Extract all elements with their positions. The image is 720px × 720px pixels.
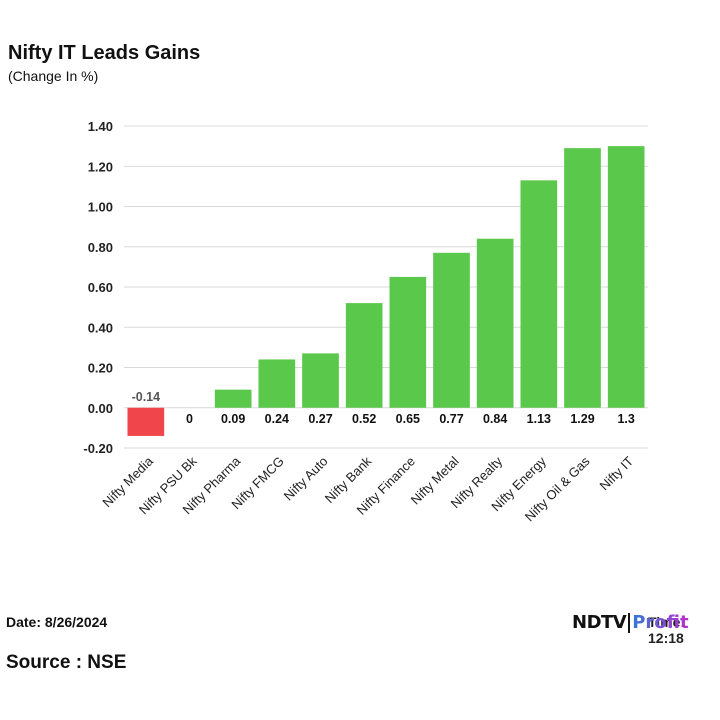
y-tick-label: -0.20 (83, 441, 113, 456)
bars (127, 146, 645, 436)
y-tick-label: 1.20 (88, 159, 113, 174)
y-axis-ticks: 1.40 1.20 1.00 0.80 0.60 0.40 0.20 0.00 -0.20 (83, 119, 113, 456)
y-tick-label: 0.80 (88, 240, 113, 255)
data-label: 0.24 (265, 412, 289, 426)
data-label: 0.27 (308, 412, 332, 426)
data-label: -0.14 (132, 390, 161, 404)
data-label: 1.13 (527, 412, 551, 426)
ndtv-profit-logo: NDTV Profit (572, 612, 689, 633)
y-tick-label: 0.00 (88, 401, 113, 416)
source-label: Source : NSE (6, 652, 127, 673)
data-label: 0.84 (483, 412, 507, 426)
y-tick-label: 0.40 (88, 320, 113, 335)
data-label: 0.52 (352, 412, 376, 426)
y-tick-label: 0.60 (88, 280, 113, 295)
bar-nifty-fmcg (258, 359, 296, 408)
chart-subtitle: (Change In %) (8, 68, 99, 84)
bar-nifty-energy (520, 180, 558, 408)
logo-profit-text: Profit (632, 612, 689, 633)
bar-nifty-finance (389, 276, 427, 408)
y-tick-label: 1.40 (88, 119, 113, 134)
bar-nifty-bank (345, 303, 383, 408)
bar-chart: 1.40 1.20 1.00 0.80 0.60 0.40 0.20 0.00 -0.20 -0… (83, 119, 648, 524)
bar-nifty-realty (476, 238, 514, 408)
data-label: 1.29 (570, 412, 594, 426)
bar-nifty-metal (433, 252, 470, 408)
bar-nifty-it (607, 146, 645, 408)
bar-nifty-pharma (214, 389, 252, 408)
time-label: Time: 12:18 (648, 614, 685, 646)
bar-nifty-auto (302, 353, 339, 408)
date-label: Date: 8/26/2024 (6, 614, 108, 630)
grid-lines (124, 125, 648, 449)
x-tick-label: Nifty IT (597, 453, 637, 493)
data-label: 0 (186, 412, 193, 426)
logo-divider (628, 612, 631, 633)
y-tick-label: 1.00 (88, 200, 113, 215)
chart-title: Nifty IT Leads Gains (8, 42, 201, 64)
bar-nifty-media (127, 407, 165, 436)
data-label: 0.65 (396, 412, 420, 426)
logo-ndtv-text: NDTV (572, 612, 627, 633)
data-label: 0.77 (439, 412, 463, 426)
y-tick-label: 0.20 (88, 361, 113, 376)
data-labels: -0.14 0 0.09 0.24 0.27 0.52 0.65 0.77 0.84 1.13 1.… (132, 390, 635, 426)
data-label: 0.09 (221, 412, 245, 426)
data-label: 1.3 (617, 412, 634, 426)
bar-nifty-oil-gas (564, 148, 601, 408)
